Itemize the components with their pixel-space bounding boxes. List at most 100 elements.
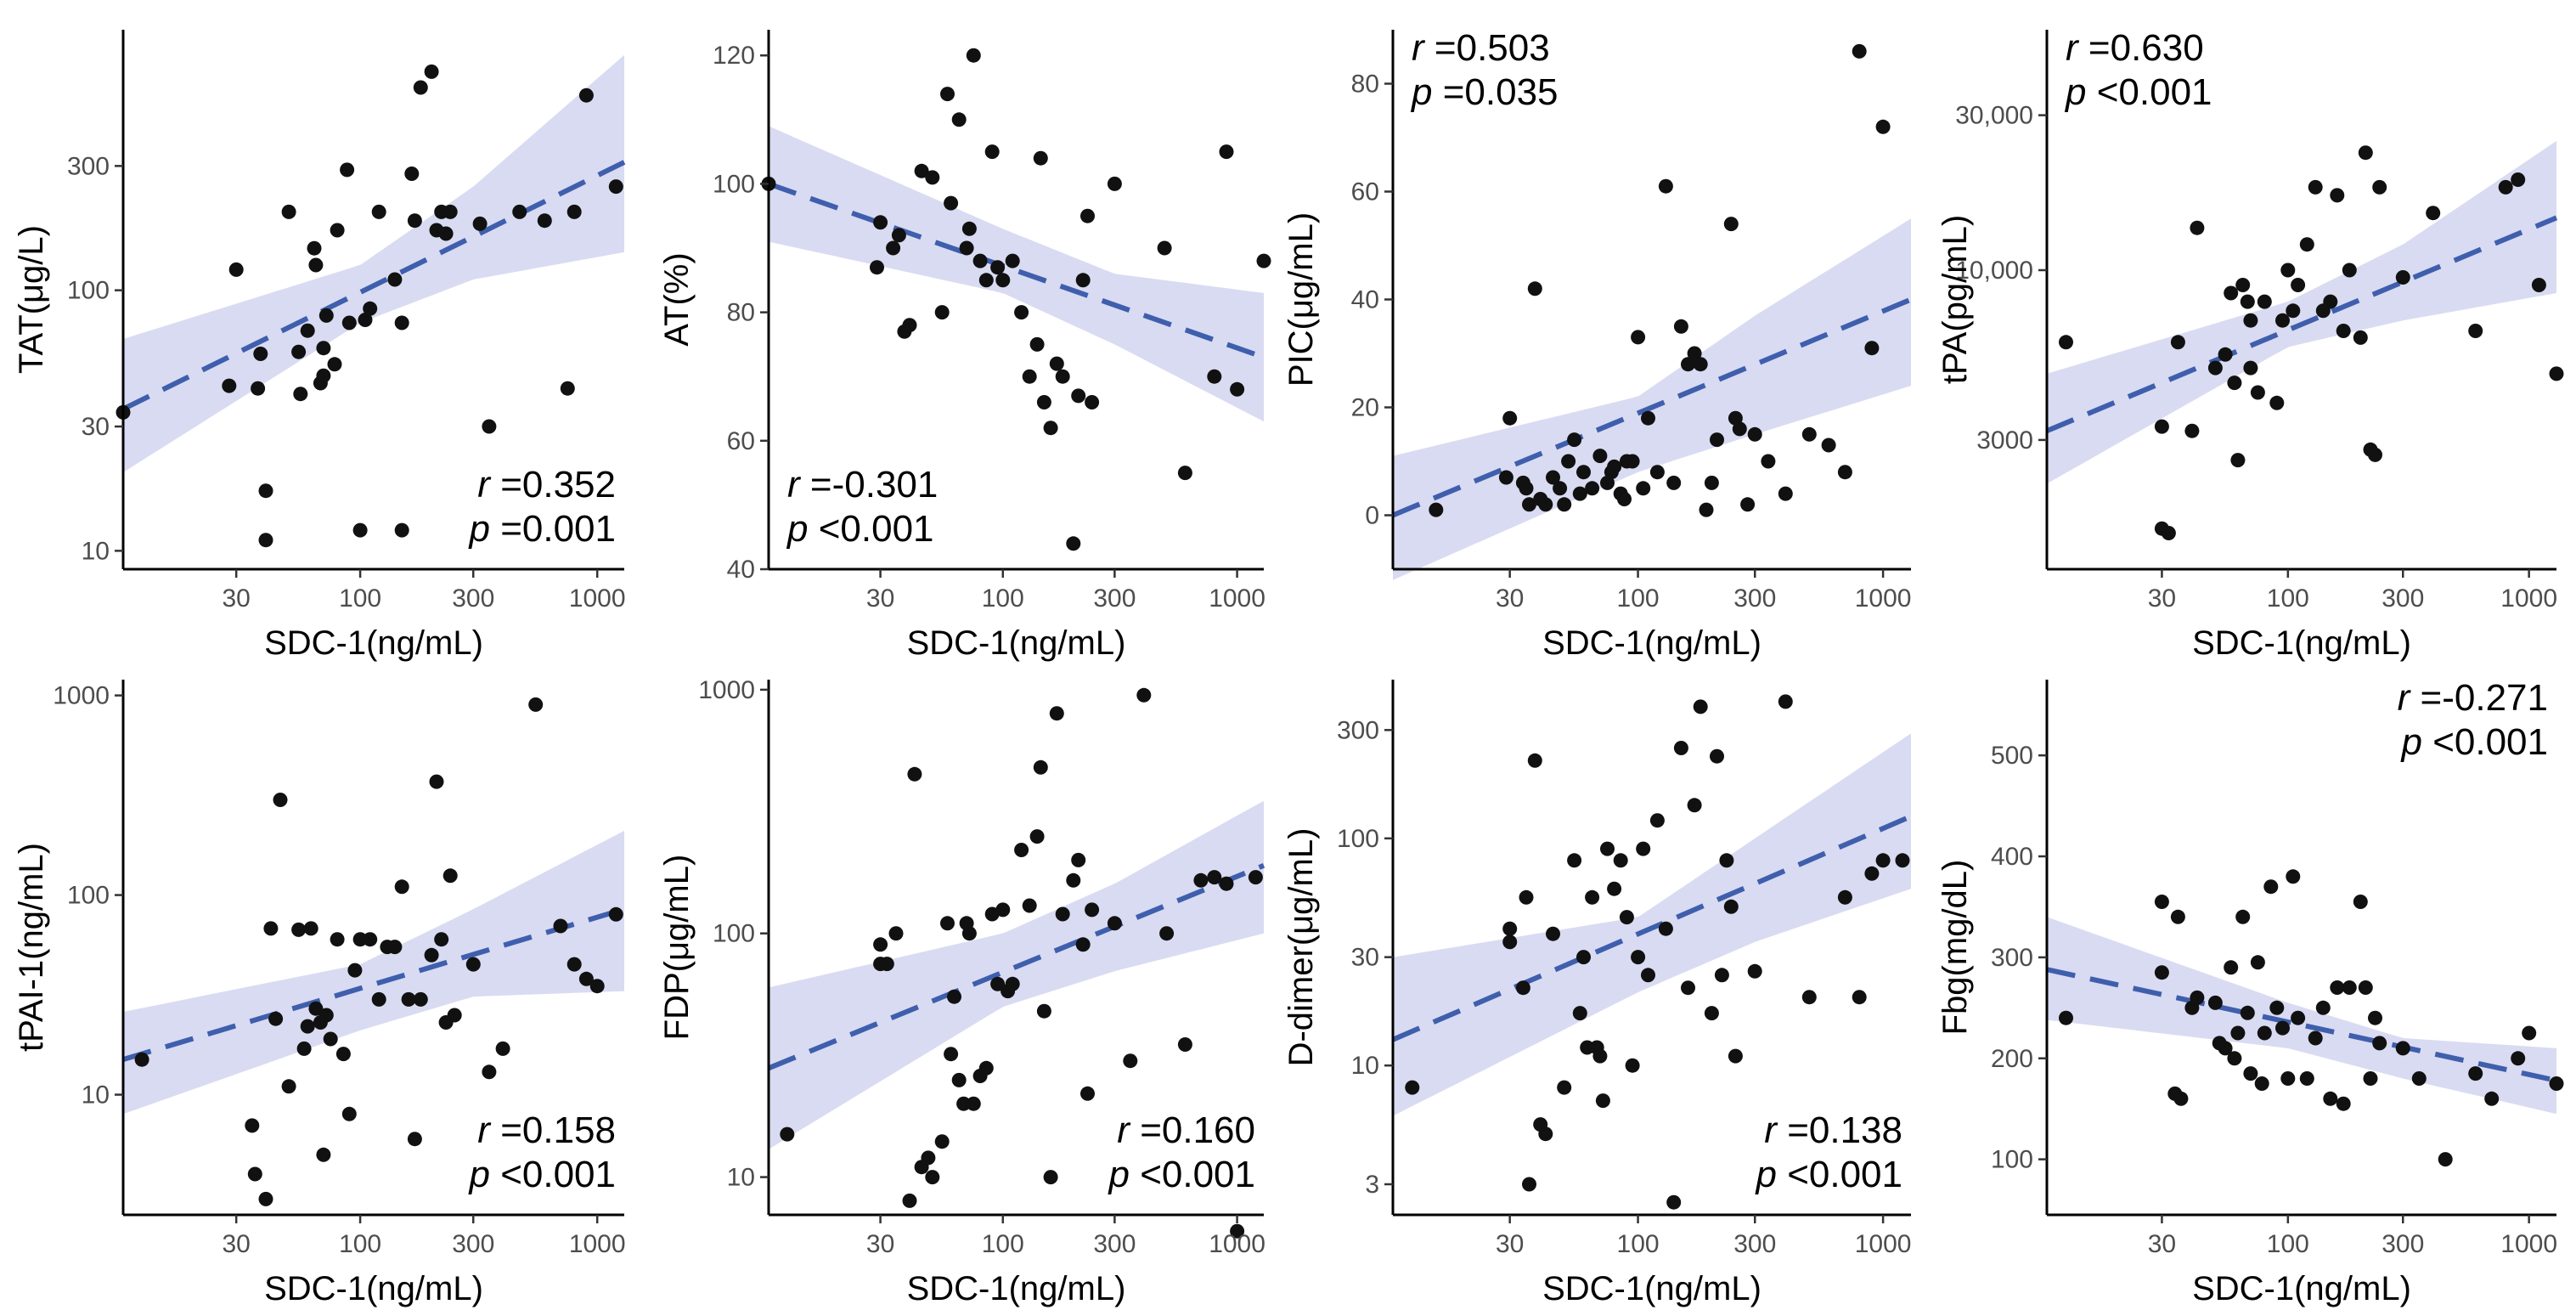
x-tick-label: 1000: [1855, 584, 1912, 613]
data-point: [1036, 1003, 1051, 1019]
p-value: p <0.001: [1754, 1154, 1902, 1195]
data-point: [2291, 278, 2306, 292]
x-tick-label: 1000: [1209, 1230, 1265, 1258]
data-point: [300, 323, 315, 338]
data-point: [1636, 481, 1651, 496]
data-point: [407, 213, 422, 229]
y-tick-label: 500: [1991, 742, 2033, 770]
data-point: [2243, 1066, 2258, 1081]
data-point: [608, 179, 623, 195]
data-point: [1546, 926, 1560, 941]
data-point: [1036, 395, 1051, 409]
data-point: [2323, 1091, 2338, 1106]
data-point: [608, 906, 623, 922]
data-point: [134, 1052, 149, 1067]
data-point: [959, 240, 974, 256]
data-point: [1207, 870, 1222, 885]
correlation-r: r =0.352: [477, 464, 616, 505]
x-tick-label: 300: [1093, 1230, 1136, 1258]
chart-panel-5: 30 100 300 1000 10 100 1000 SDC-1(ng/mL) tPAI-1(…: [13, 680, 626, 1307]
data-point: [2368, 1010, 2382, 1025]
data-point: [1033, 150, 1048, 166]
x-tick-label: 30: [1496, 584, 1524, 613]
data-point: [1080, 1086, 1095, 1101]
data-point: [316, 341, 331, 356]
data-point: [404, 167, 420, 181]
data-point: [1567, 432, 1582, 448]
data-point: [245, 1118, 260, 1133]
data-point: [2280, 263, 2296, 278]
data-point: [424, 947, 439, 963]
data-point: [394, 879, 409, 895]
data-point: [578, 971, 594, 986]
data-point: [2395, 1041, 2410, 1056]
x-tick-label: 100: [2267, 1230, 2309, 1258]
data-point: [2498, 179, 2513, 195]
data-point: [2275, 1020, 2290, 1036]
data-point: [1230, 1223, 1245, 1239]
data-point: [1177, 1037, 1192, 1052]
data-point: [1681, 357, 1695, 372]
y-tick-label: 30: [82, 413, 110, 441]
data-point: [1723, 217, 1739, 232]
data-point: [300, 1019, 315, 1034]
data-point: [1557, 497, 1572, 512]
correlation-r: r =0.160: [1117, 1110, 1255, 1151]
regression-line: [121, 160, 626, 412]
y-tick-label: 100: [67, 882, 110, 910]
data-point: [1066, 872, 1081, 888]
x-tick-label: 1000: [2500, 1230, 2557, 1258]
data-point: [465, 957, 481, 972]
data-point: [2224, 285, 2239, 301]
x-axis-title: SDC-1(ng/mL): [2192, 1270, 2411, 1307]
y-axis-title: tPA(pg/mL): [1936, 215, 1974, 384]
data-point: [1673, 741, 1688, 755]
data-point: [886, 240, 901, 256]
data-point: [1837, 889, 1852, 905]
y-tick-label: 10,000: [1955, 257, 2033, 285]
data-point: [316, 1147, 331, 1162]
x-tick-label: 100: [982, 1230, 1024, 1258]
y-axis-title: FDP(μg/mL): [658, 855, 696, 1041]
data-point: [566, 957, 582, 972]
data-point: [940, 87, 955, 102]
data-point: [1732, 421, 1747, 437]
data-point: [1801, 990, 1817, 1005]
data-point: [1625, 454, 1640, 469]
data-point: [358, 313, 373, 327]
data-point: [318, 1008, 334, 1023]
data-point: [1546, 470, 1560, 485]
data-point: [413, 991, 428, 1007]
data-point: [1055, 906, 1070, 922]
data-point: [2549, 1076, 2564, 1091]
data-point: [1723, 899, 1739, 914]
data-point: [1014, 843, 1029, 857]
data-point: [1248, 870, 1263, 885]
y-axis-title: Fbg(mg/dL): [1936, 860, 1974, 1036]
data-point: [2549, 366, 2564, 381]
data-point: [2243, 313, 2258, 328]
data-point: [1043, 421, 1058, 436]
data-point: [1600, 841, 1615, 856]
y-tick-label: 40: [727, 556, 755, 584]
data-point: [2230, 1025, 2246, 1041]
data-point: [1778, 694, 1793, 709]
data-point: [1561, 454, 1576, 469]
chart-panel-8: 30 100 300 1000 100 200 300 400 500 SDC-1(ng/mL) F…: [1936, 677, 2564, 1307]
data-point: [2275, 313, 2290, 328]
data-point: [956, 1096, 972, 1111]
data-point: [472, 216, 488, 231]
data-point: [2184, 423, 2200, 438]
data-point: [2173, 1091, 2189, 1106]
data-point: [873, 937, 888, 952]
data-point: [318, 308, 334, 323]
x-axis-title: SDC-1(ng/mL): [2192, 624, 2411, 662]
data-point: [323, 1031, 338, 1047]
data-point: [961, 926, 977, 941]
data-point: [281, 204, 296, 219]
data-point: [447, 1008, 462, 1023]
regression-line: [1391, 814, 1913, 1042]
p-value: p =0.035: [1410, 71, 1559, 113]
data-point: [442, 204, 458, 219]
data-point: [2227, 1051, 2242, 1066]
